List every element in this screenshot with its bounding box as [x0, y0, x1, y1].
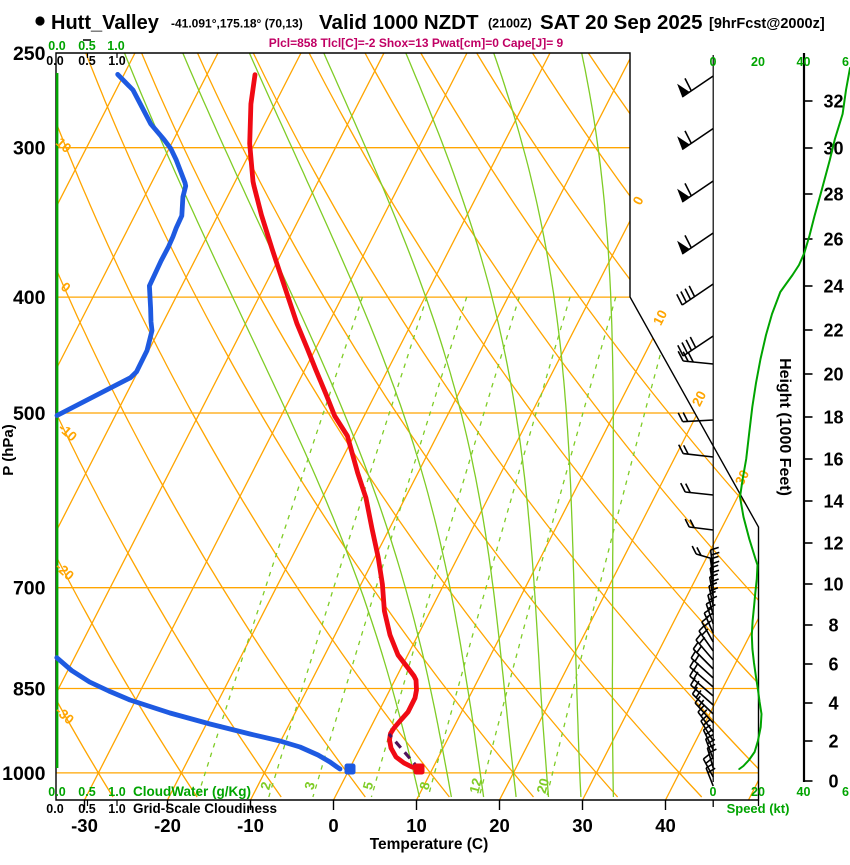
svg-text:1000: 1000 — [2, 763, 46, 785]
svg-text:26: 26 — [823, 230, 843, 250]
svg-text:[9hrFcst@2000z]: [9hrFcst@2000z] — [709, 16, 825, 32]
svg-text:4: 4 — [828, 694, 838, 714]
svg-text:20: 20 — [751, 55, 765, 69]
svg-text:24: 24 — [823, 277, 843, 297]
svg-text:0: 0 — [710, 785, 717, 799]
svg-text:P (hPa): P (hPa) — [0, 424, 17, 475]
svg-text:16: 16 — [823, 450, 843, 470]
svg-text:40: 40 — [655, 815, 676, 836]
svg-text:0.0: 0.0 — [46, 54, 63, 68]
svg-text:250: 250 — [13, 43, 46, 65]
svg-text:-30: -30 — [71, 815, 98, 836]
svg-text:10: 10 — [823, 575, 843, 595]
svg-text:20: 20 — [823, 365, 843, 385]
svg-text:400: 400 — [13, 287, 46, 309]
svg-text:32: 32 — [823, 92, 843, 112]
svg-text:8: 8 — [828, 616, 838, 636]
svg-text:-10: -10 — [237, 815, 264, 836]
svg-text:0.5: 0.5 — [78, 39, 95, 53]
svg-text:40: 40 — [797, 785, 811, 799]
svg-text:Height (1000 Feet): Height (1000 Feet) — [776, 358, 793, 496]
svg-text:18: 18 — [823, 408, 843, 428]
svg-text:0: 0 — [710, 55, 717, 69]
svg-text:(2100Z): (2100Z) — [488, 17, 532, 31]
svg-text:10: 10 — [406, 815, 427, 836]
svg-text:6: 6 — [828, 655, 838, 675]
svg-text:700: 700 — [13, 578, 46, 600]
svg-text:0.0: 0.0 — [48, 785, 65, 799]
svg-text:CloudWater (g/Kg): CloudWater (g/Kg) — [133, 784, 251, 799]
svg-text:14: 14 — [823, 492, 843, 512]
svg-text:2: 2 — [828, 732, 838, 752]
svg-text:40: 40 — [797, 55, 811, 69]
svg-text:500: 500 — [13, 403, 46, 425]
svg-text:0.0: 0.0 — [46, 802, 63, 816]
svg-text:6: 6 — [842, 55, 849, 69]
svg-text:20: 20 — [489, 815, 510, 836]
svg-text:1.0: 1.0 — [107, 39, 124, 53]
svg-text:SAT 20 Sep 2025: SAT 20 Sep 2025 — [540, 11, 703, 34]
svg-text:Plcl=858 Tlcl[C]=-2 Shox=13 Pw: Plcl=858 Tlcl[C]=-2 Shox=13 Pwat[cm]=0 C… — [269, 36, 564, 50]
svg-text:28: 28 — [823, 185, 843, 205]
svg-text:Grid-Scale Cloudiness: Grid-Scale Cloudiness — [133, 801, 277, 816]
svg-text:-41.091°,175.18° (70,13): -41.091°,175.18° (70,13) — [171, 17, 303, 31]
svg-text:Hutt_Valley: Hutt_Valley — [51, 12, 160, 34]
svg-text:1.0: 1.0 — [108, 785, 125, 799]
svg-text:0: 0 — [328, 815, 338, 836]
svg-text:0.0: 0.0 — [48, 39, 65, 53]
svg-text:30: 30 — [572, 815, 593, 836]
svg-text:0: 0 — [828, 772, 838, 792]
svg-text:Temperature (C): Temperature (C) — [370, 836, 489, 853]
svg-text:-20: -20 — [154, 815, 181, 836]
svg-text:20: 20 — [751, 785, 765, 799]
svg-text:12: 12 — [823, 534, 843, 554]
svg-text:22: 22 — [823, 321, 843, 341]
svg-text:0.5: 0.5 — [78, 785, 95, 799]
svg-text:300: 300 — [13, 138, 46, 160]
svg-text:Valid 1000 NZDT: Valid 1000 NZDT — [319, 11, 479, 34]
svg-text:6: 6 — [842, 785, 849, 799]
svg-text:850: 850 — [13, 679, 46, 701]
